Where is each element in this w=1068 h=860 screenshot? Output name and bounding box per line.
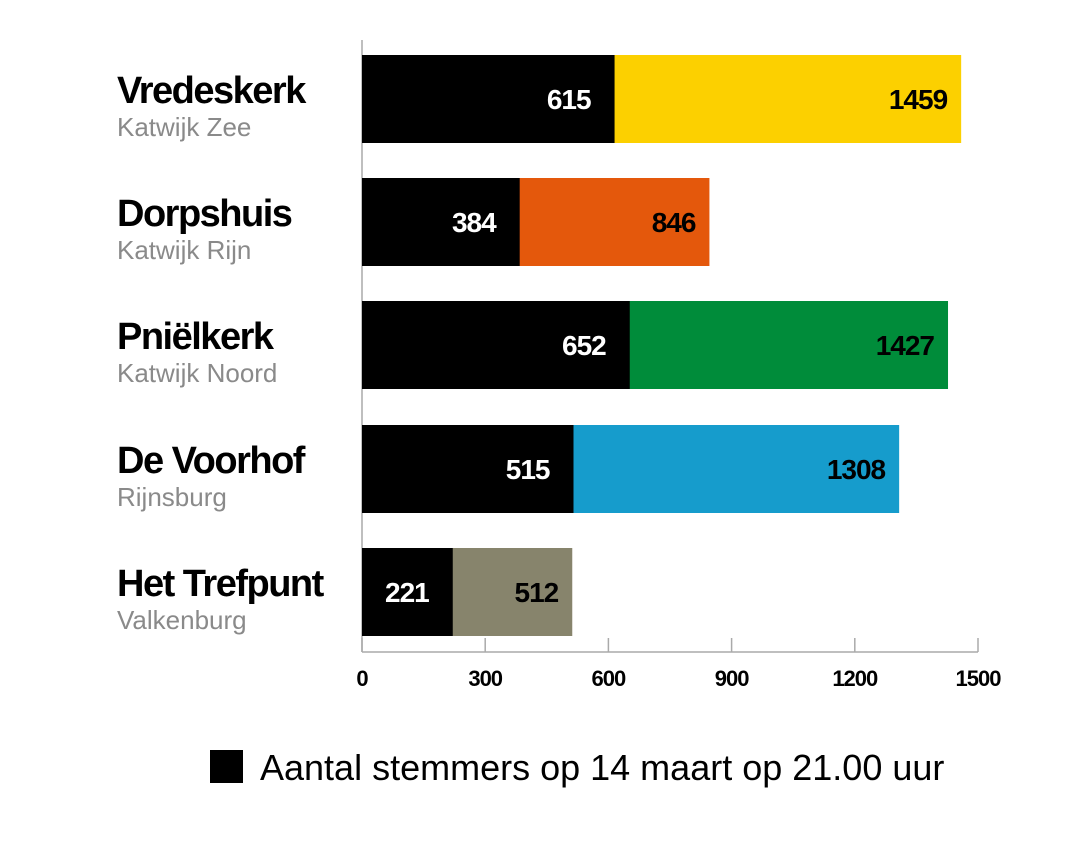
data-label-total: 846 (652, 207, 696, 238)
bar-voters (362, 425, 574, 513)
data-label-voters: 384 (452, 207, 497, 238)
category-sublabel: Katwijk Noord (117, 358, 277, 388)
category-sublabel: Katwijk Rijn (117, 235, 251, 265)
data-label-total: 1308 (827, 454, 886, 485)
x-tick-label: 900 (715, 666, 749, 691)
data-label-voters: 221 (385, 577, 429, 608)
category-sublabel: Katwijk Zee (117, 112, 251, 142)
category-sublabel: Valkenburg (117, 605, 247, 635)
category-sublabel: Rijnsburg (117, 482, 227, 512)
data-label-total: 512 (515, 577, 559, 608)
bar-voters (362, 178, 520, 266)
data-label-voters: 515 (506, 454, 550, 485)
x-tick-label: 600 (592, 666, 626, 691)
bar-voters (362, 548, 453, 636)
bar-voters (362, 301, 630, 389)
data-label-total: 1427 (876, 330, 935, 361)
x-tick-label: 1500 (956, 666, 1002, 691)
category-label: Dorpshuis (117, 193, 292, 235)
data-label-voters: 652 (562, 330, 606, 361)
data-label-total: 1459 (889, 84, 948, 115)
data-label-voters: 615 (547, 84, 591, 115)
x-tick-label: 1200 (832, 666, 878, 691)
category-label: Pniëlkerk (117, 316, 275, 358)
category-label: Vredeskerk (117, 70, 307, 112)
legend-swatch (210, 750, 243, 783)
x-tick-label: 300 (468, 666, 502, 691)
x-tick-label: 0 (356, 666, 368, 691)
category-label: De Voorhof (117, 440, 306, 482)
category-label: Het Trefpunt (117, 563, 325, 605)
bar-voters (362, 55, 615, 143)
legend-label: Aantal stemmers op 14 maart op 21.00 uur (260, 747, 944, 788)
